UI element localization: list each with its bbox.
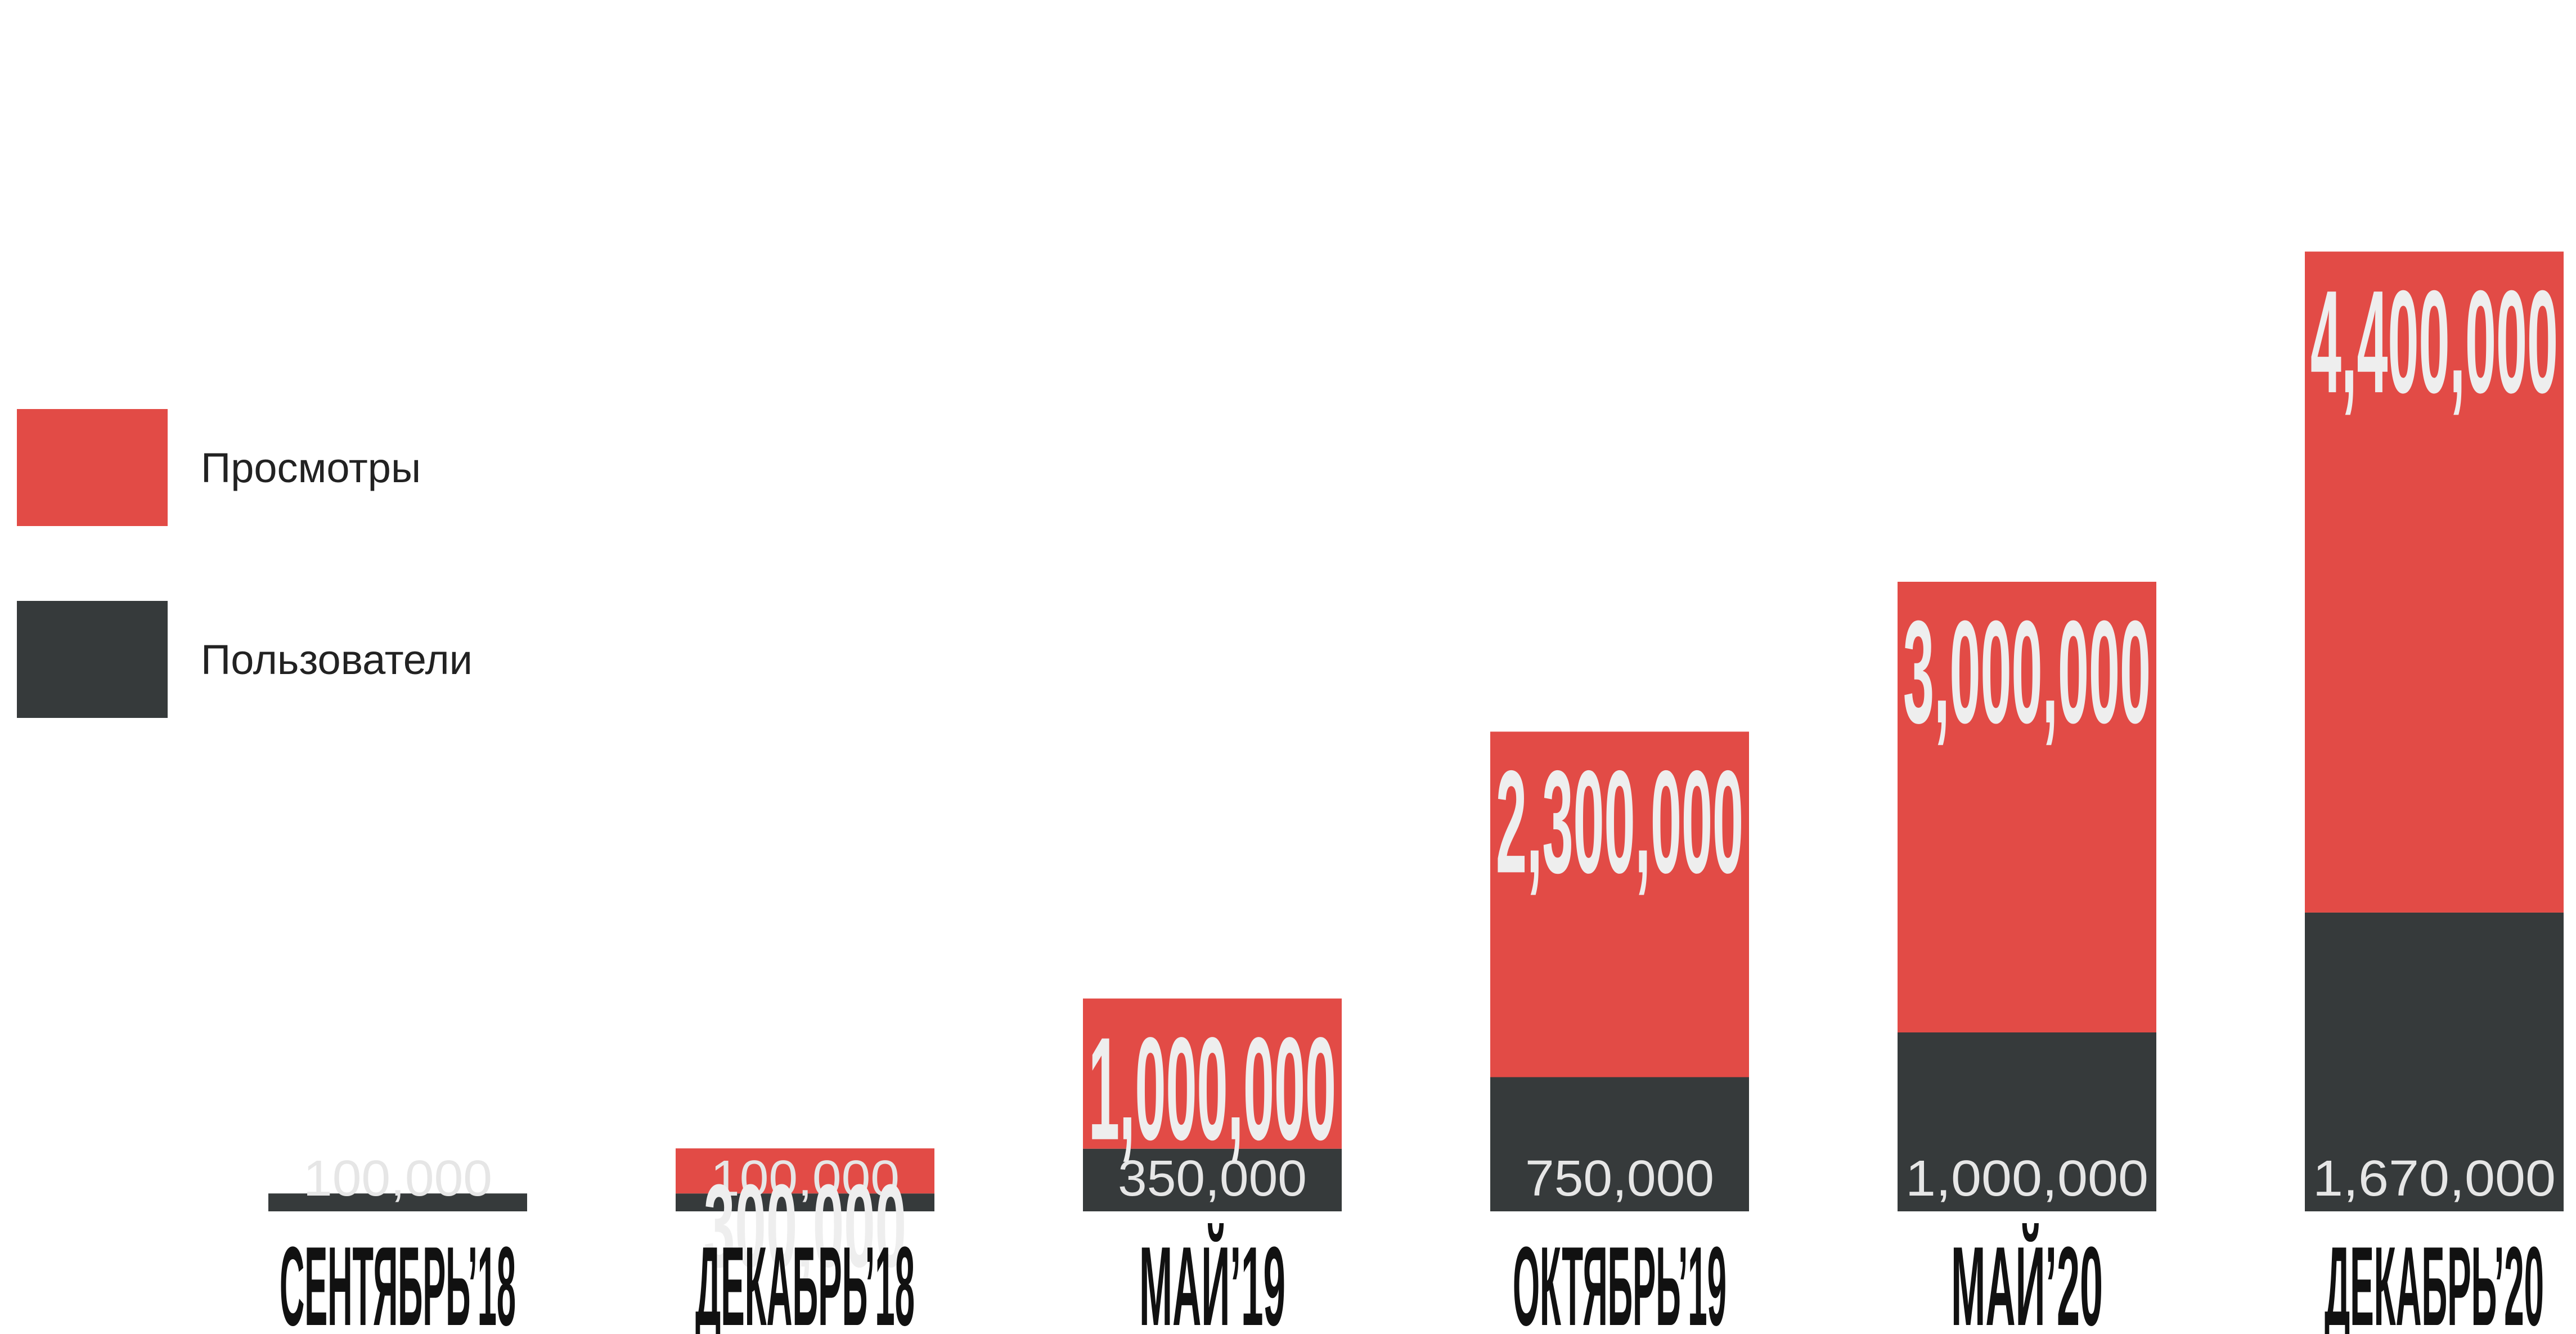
bar-views-3 <box>1490 731 1749 1077</box>
bar-views-1 <box>676 1148 934 1194</box>
bar-views-2 <box>1083 998 1342 1149</box>
bar-views-5 <box>2305 251 2564 913</box>
bar-views-4 <box>1898 582 2156 1032</box>
bar-users-1 <box>676 1193 934 1211</box>
category-label-3: ОКТЯБРЬ’19 <box>1513 1224 1727 1334</box>
bar-users-2 <box>1083 1148 1342 1211</box>
data-label-users-2: 350,000 <box>1118 1151 1307 1207</box>
category-labels: СЕНТЯБРЬ’18 ДЕКАБРЬ’18 МАЙ’19 ОКТЯБРЬ’19 МАЙ… <box>280 1223 2544 1334</box>
category-label-4: МАЙ’20 <box>1951 1223 2103 1334</box>
legend-label-views: Просмотры <box>201 444 421 491</box>
bar-users-3 <box>1490 1077 1749 1211</box>
data-label-users-0: 100,000 <box>303 1151 492 1207</box>
legend-swatch-users <box>17 601 168 718</box>
data-label-users-3: 750,000 <box>1525 1151 1714 1207</box>
category-label-0: СЕНТЯБРЬ’18 <box>280 1224 516 1334</box>
data-label-users-4: 1,000,000 <box>1905 1151 2148 1207</box>
data-label-views-5: 4,400,000 <box>2310 260 2558 424</box>
bar-users-0 <box>268 1193 527 1211</box>
legend-label-users: Пользователи <box>201 636 473 683</box>
bar-users-4 <box>1898 1032 2156 1211</box>
data-label-views-3: 2,300,000 <box>1496 740 1743 904</box>
data-label-views-1: 300,000 <box>704 1160 906 1292</box>
category-label-1: ДЕКАБРЬ’18 <box>695 1224 915 1334</box>
bar-users-5 <box>2305 912 2564 1211</box>
data-label-views-4: 3,000,000 <box>1903 591 2151 754</box>
category-label-2: МАЙ’19 <box>1139 1223 1285 1334</box>
data-label-views-2: 1,000,000 <box>1089 1008 1336 1171</box>
data-label-users-5: 1,670,000 <box>2313 1151 2556 1207</box>
legend-swatch-views <box>17 409 168 526</box>
legend: Просмотры Пользователи <box>17 409 473 718</box>
category-label-5: ДЕКАБРЬ’20 <box>2325 1224 2544 1334</box>
data-label-users-1: 100,000 <box>711 1151 900 1207</box>
